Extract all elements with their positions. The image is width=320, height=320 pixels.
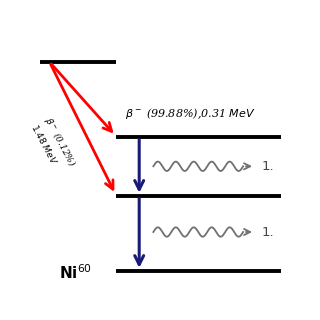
Text: 1.: 1.	[262, 160, 275, 173]
Text: $\beta^-$ (0.12%)
$1.48\ MeV$: $\beta^-$ (0.12%) $1.48\ MeV$	[29, 114, 79, 175]
Text: $\beta^-$ (99.88%),0.31 $MeV$: $\beta^-$ (99.88%),0.31 $MeV$	[125, 106, 256, 121]
Text: $\mathbf{Ni}^{60}$: $\mathbf{Ni}^{60}$	[59, 264, 92, 283]
Text: 1.: 1.	[262, 226, 275, 238]
